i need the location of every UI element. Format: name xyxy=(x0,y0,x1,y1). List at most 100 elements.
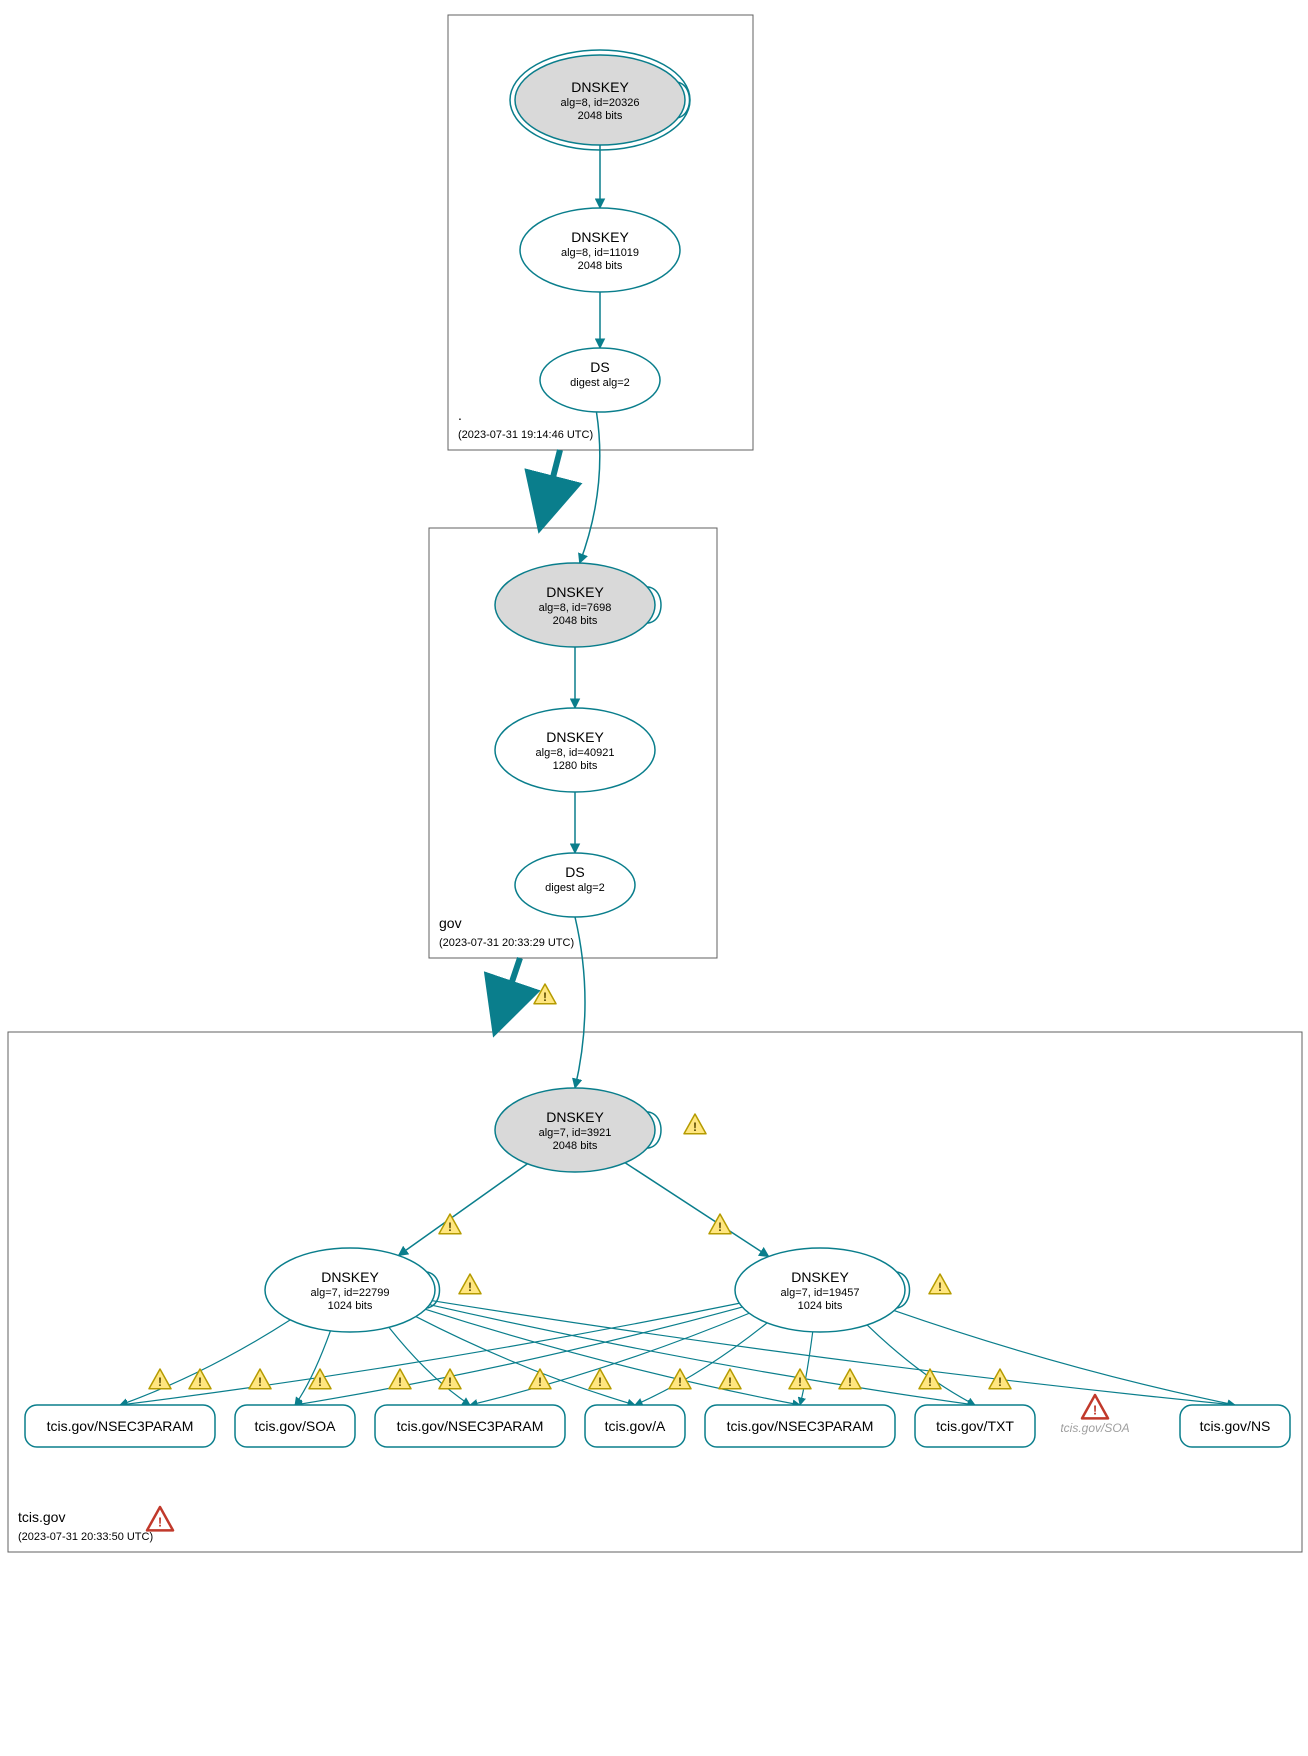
zone-gov-label: gov xyxy=(439,915,462,931)
edge-zsk2-leaf3 xyxy=(470,1313,749,1405)
edge-zsk1-leaf5 xyxy=(425,1309,800,1405)
node-root_ds-title: DS xyxy=(590,359,609,375)
leaf-leaf5: tcis.gov/NSEC3PARAM xyxy=(705,1405,895,1447)
warning-icon: ! xyxy=(389,1369,411,1389)
leaf-leaf1: tcis.gov/NSEC3PARAM xyxy=(25,1405,215,1447)
warning-icon: ! xyxy=(529,1369,551,1389)
warning-icon: ! xyxy=(589,1369,611,1389)
warning-icon: ! xyxy=(684,1114,706,1134)
node-root_zsk-line3: 2048 bits xyxy=(578,260,623,272)
svg-text:!: ! xyxy=(678,1375,682,1389)
svg-text:!: ! xyxy=(158,1515,162,1530)
svg-text:!: ! xyxy=(1093,1403,1097,1418)
leaf-leaf2: tcis.gov/SOA xyxy=(235,1405,355,1447)
svg-text:!: ! xyxy=(538,1375,542,1389)
warning-icon: ! xyxy=(439,1369,461,1389)
node-gov_ksk-line2: alg=8, id=7698 xyxy=(539,602,612,614)
svg-text:!: ! xyxy=(158,1375,162,1389)
node-gov_ksk-title: DNSKEY xyxy=(546,584,604,600)
node-tcis_ksk-line2: alg=7, id=3921 xyxy=(539,1127,612,1139)
leaf-leaf3: tcis.gov/NSEC3PARAM xyxy=(375,1405,565,1447)
svg-text:!: ! xyxy=(258,1375,262,1389)
node-root_zsk-line2: alg=8, id=11019 xyxy=(561,247,639,259)
node-tcis_ksk-title: DNSKEY xyxy=(546,1109,604,1125)
node-tcis_zsk1-line3: 1024 bits xyxy=(328,1300,373,1312)
warning-icon: ! xyxy=(459,1274,481,1294)
svg-text:!: ! xyxy=(448,1375,452,1389)
node-root_ksk-title: DNSKEY xyxy=(571,79,629,95)
warning-icon: ! xyxy=(189,1369,211,1389)
warning-icon: ! xyxy=(929,1274,951,1294)
warning-icon: ! xyxy=(249,1369,271,1389)
zone-tcis-timestamp: (2023-07-31 20:33:50 UTC) xyxy=(18,1531,153,1543)
leaf-leaf1-label: tcis.gov/NSEC3PARAM xyxy=(47,1418,194,1434)
svg-text:!: ! xyxy=(598,1375,602,1389)
edge-zsk1-leaf1 xyxy=(120,1320,290,1405)
node-tcis_ksk-line3: 2048 bits xyxy=(553,1140,598,1152)
zone-tcis: tcis.gov (2023-07-31 20:33:50 UTC) xyxy=(8,1032,1302,1552)
node-tcis_zsk1-line2: alg=7, id=22799 xyxy=(311,1287,390,1299)
leaf-leaf4: tcis.gov/A xyxy=(585,1405,685,1447)
svg-text:!: ! xyxy=(198,1375,202,1389)
leaf-leaf8-label: tcis.gov/NS xyxy=(1200,1418,1271,1434)
warning-icon: ! xyxy=(839,1369,861,1389)
node-root_ksk-line2: alg=8, id=20326 xyxy=(561,97,640,109)
error-icon: ! xyxy=(1082,1395,1108,1418)
leaf-leaf8: tcis.gov/NS xyxy=(1180,1405,1290,1447)
ghost-soa-label: tcis.gov/SOA xyxy=(1060,1421,1129,1435)
node-gov_zsk: DNSKEYalg=8, id=409211280 bits xyxy=(495,708,655,792)
svg-text:!: ! xyxy=(728,1375,732,1389)
node-tcis_zsk1-title: DNSKEY xyxy=(321,1269,379,1285)
svg-text:!: ! xyxy=(998,1375,1002,1389)
svg-text:!: ! xyxy=(798,1375,802,1389)
edge-zsk1-leaf2 xyxy=(295,1331,330,1405)
node-gov_ds-title: DS xyxy=(565,864,584,880)
node-root_zsk-title: DNSKEY xyxy=(571,229,629,245)
svg-text:!: ! xyxy=(468,1280,472,1294)
edge-zsk2-leaf8 xyxy=(894,1311,1235,1405)
node-tcis_zsk2-title: DNSKEY xyxy=(791,1269,849,1285)
zone-arrow-root-gov xyxy=(540,450,560,528)
node-root_zsk: DNSKEY alg=8, id=110192048 bits xyxy=(520,208,680,292)
node-tcis_ksk: DNSKEY alg=7, id=39212048 bits xyxy=(495,1088,655,1172)
edge-zsk2-leaf1 xyxy=(120,1303,739,1405)
node-gov_ksk-line3: 2048 bits xyxy=(553,615,598,627)
warning-icon: ! xyxy=(709,1214,731,1234)
node-root_ksk: DNSKEY alg=8, id=203262048 bits xyxy=(510,50,690,150)
node-gov_ds: DSdigest alg=2 xyxy=(515,853,635,917)
leaf-leaf2-label: tcis.gov/SOA xyxy=(255,1418,337,1434)
edge-zsk1-leaf6 xyxy=(430,1305,975,1405)
leaf-leaf4-label: tcis.gov/A xyxy=(605,1418,666,1434)
leaf-leaf5-label: tcis.gov/NSEC3PARAM xyxy=(727,1418,874,1434)
svg-text:!: ! xyxy=(448,1220,452,1234)
edge-zsk1-leaf3 xyxy=(389,1327,470,1405)
svg-text:!: ! xyxy=(928,1375,932,1389)
warning-icon: ! xyxy=(719,1369,741,1389)
dnssec-diagram: . (2023-07-31 19:14:46 UTC) gov (2023-07-31… xyxy=(0,0,1308,1756)
zone-gov-timestamp: (2023-07-31 20:33:29 UTC) xyxy=(439,937,574,949)
edge-zsk2-leaf5 xyxy=(800,1332,813,1405)
node-gov_zsk-title: DNSKEY xyxy=(546,729,604,745)
node-tcis_zsk2-line2: alg=7, id=19457 xyxy=(781,1287,860,1299)
node-root_ds-line2: digest alg=2 xyxy=(570,377,630,389)
edge-gov_ds-tcis_ksk xyxy=(575,917,585,1088)
edge-tcis_ksk-tcis_zsk1 xyxy=(399,1164,528,1256)
edge-zsk2-leaf4 xyxy=(635,1323,767,1405)
node-root_ksk-line3: 2048 bits xyxy=(578,110,623,122)
zone-root-timestamp: (2023-07-31 19:14:46 UTC) xyxy=(458,429,593,441)
node-gov_zsk-line3: 1280 bits xyxy=(553,760,598,772)
warning-icon: ! xyxy=(534,984,556,1004)
node-gov_ksk: DNSKEY alg=8, id=76982048 bits xyxy=(495,563,655,647)
node-tcis_zsk2: DNSKEYalg=7, id=194571024 bits xyxy=(735,1248,905,1332)
svg-text:!: ! xyxy=(848,1375,852,1389)
svg-text:!: ! xyxy=(398,1375,402,1389)
leaf-leaf6: tcis.gov/TXT xyxy=(915,1405,1035,1447)
zone-root-label: . xyxy=(458,407,462,423)
warning-icon: ! xyxy=(669,1369,691,1389)
zone-arrow-gov-tcis xyxy=(495,958,520,1032)
zone-tcis-label: tcis.gov xyxy=(18,1509,65,1525)
svg-text:!: ! xyxy=(718,1220,722,1234)
leaf-leaf3-label: tcis.gov/NSEC3PARAM xyxy=(397,1418,544,1434)
svg-text:!: ! xyxy=(938,1280,942,1294)
svg-text:!: ! xyxy=(318,1375,322,1389)
